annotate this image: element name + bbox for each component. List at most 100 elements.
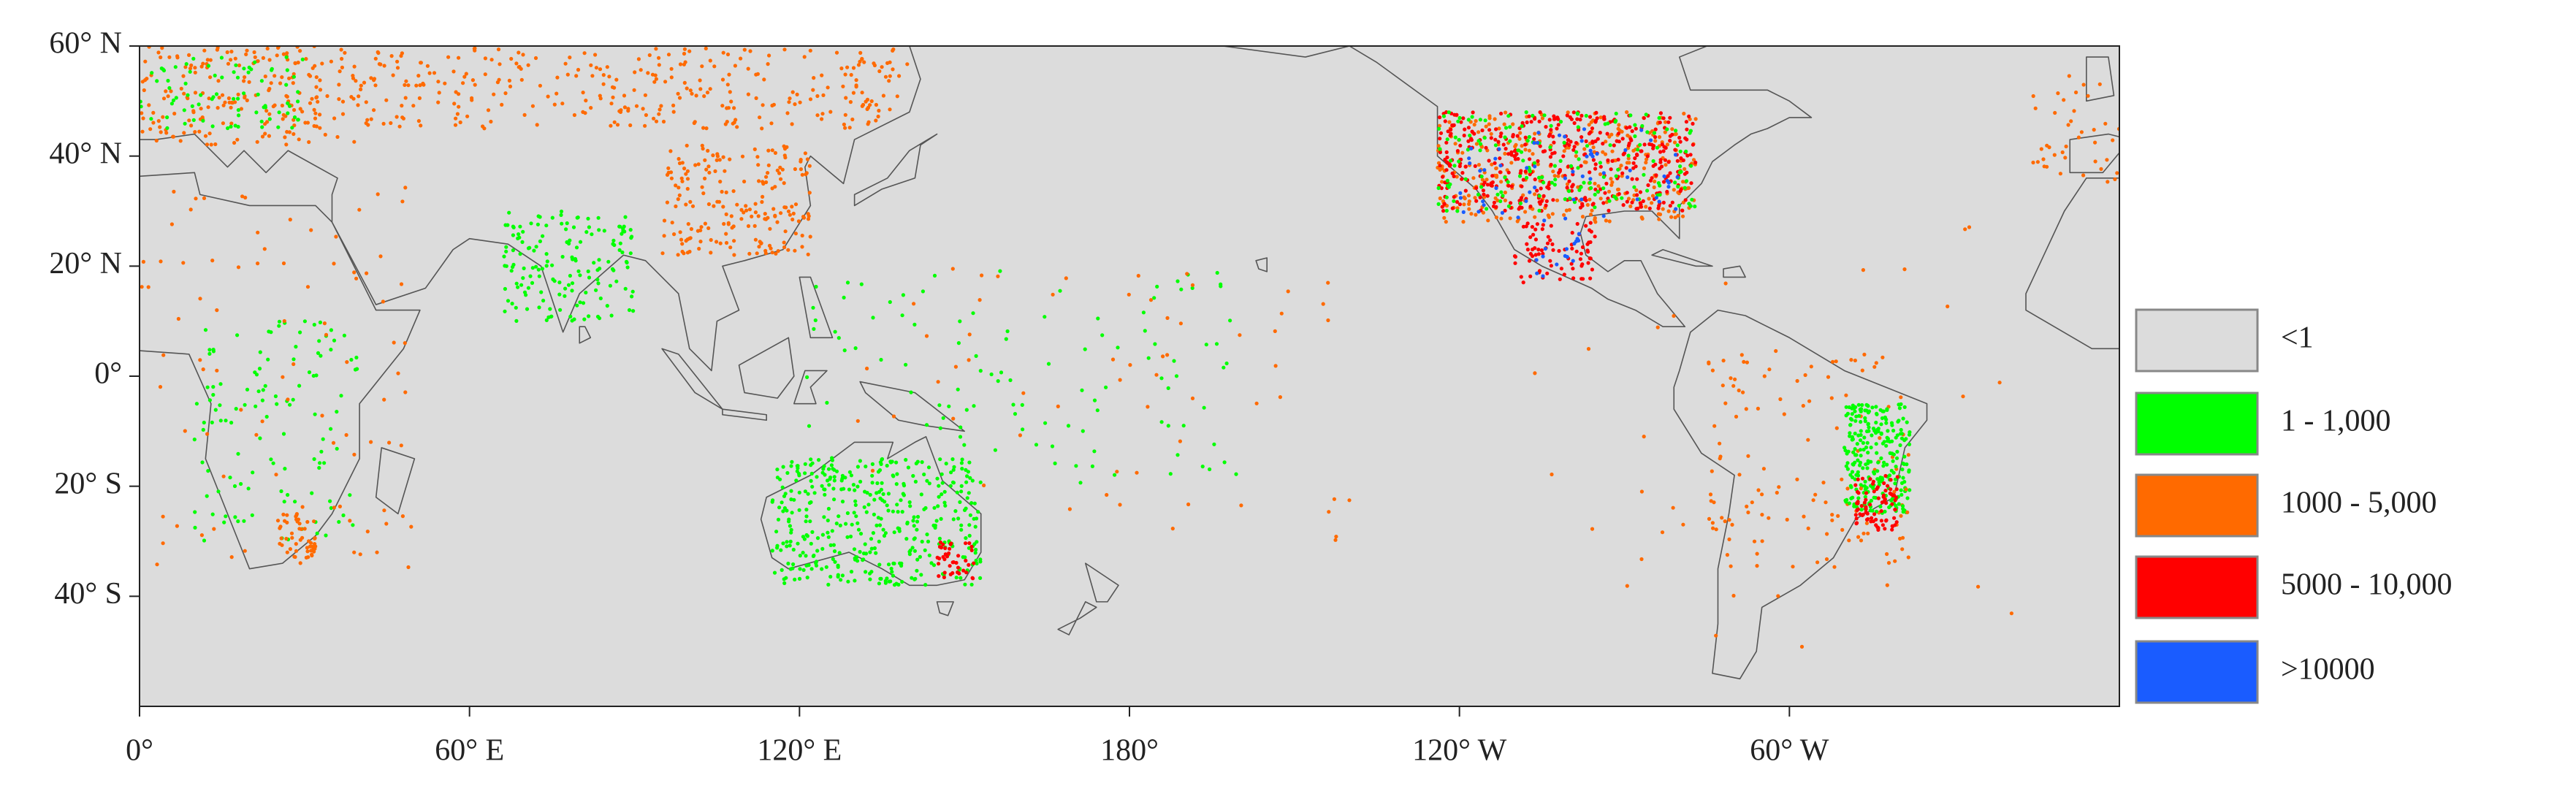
density-dot <box>937 484 941 488</box>
legend-label: <1 <box>2281 321 2314 355</box>
density-dot <box>1791 565 1795 569</box>
density-dot <box>869 537 874 541</box>
density-dot <box>1881 409 1886 413</box>
density-dot <box>1561 154 1566 159</box>
density-dot <box>1503 208 1507 213</box>
density-dot <box>1895 449 1899 454</box>
density-dot <box>166 94 170 99</box>
density-dot <box>1865 440 1870 445</box>
density-dot <box>457 92 461 96</box>
density-dot <box>260 125 264 129</box>
density-dot <box>1745 360 1749 364</box>
density-dot <box>521 276 525 280</box>
density-dot <box>1635 197 1639 202</box>
density-dot <box>1523 142 1528 147</box>
density-dot <box>1456 119 1460 123</box>
density-dot <box>851 66 856 70</box>
density-dot <box>1811 498 1815 503</box>
density-dot <box>161 68 167 73</box>
density-dot <box>197 102 201 107</box>
density-dot <box>568 238 572 243</box>
density-dot <box>1601 201 1606 205</box>
density-dot <box>1672 313 1676 318</box>
density-dot <box>540 267 545 271</box>
density-dot <box>793 232 798 236</box>
density-dot <box>214 92 219 96</box>
density-dot <box>978 298 982 302</box>
density-dot <box>2076 135 2081 140</box>
density-dot <box>193 130 197 134</box>
density-dot <box>1547 118 1552 122</box>
density-dot <box>1897 406 1902 411</box>
density-dot <box>187 118 191 123</box>
density-dot <box>830 458 834 462</box>
density-dot <box>1484 145 1488 150</box>
density-dot <box>517 50 521 55</box>
density-dot <box>919 492 923 497</box>
density-dot <box>1737 473 1742 477</box>
density-dot <box>584 99 588 103</box>
density-dot <box>1609 177 1613 181</box>
density-dot <box>967 533 972 538</box>
density-dot <box>697 246 701 251</box>
density-dot <box>842 122 846 126</box>
density-dot <box>806 217 811 221</box>
density-dot <box>1881 464 1886 468</box>
density-dot <box>1868 477 1872 481</box>
density-dot <box>320 413 324 418</box>
density-dot <box>1476 192 1481 196</box>
density-dot <box>1614 174 1618 178</box>
density-dot <box>1760 539 1764 543</box>
density-dot <box>1202 405 1206 410</box>
density-dot <box>1890 527 1894 532</box>
density-dot <box>1444 140 1449 145</box>
density-dot <box>1212 442 1216 446</box>
density-dot <box>1574 249 1579 253</box>
density-dot <box>1444 160 1449 164</box>
density-dot <box>1831 359 1835 364</box>
density-dot <box>788 524 792 528</box>
density-dot <box>1208 467 1212 472</box>
density-dot <box>545 259 549 264</box>
lat-tick-label: 20° N <box>49 247 122 280</box>
density-dot <box>581 301 586 305</box>
density-dot <box>369 440 373 444</box>
density-dot <box>1508 216 1512 221</box>
density-dot <box>790 205 794 209</box>
density-dot <box>1541 251 1545 256</box>
density-dot <box>305 121 310 125</box>
density-dot <box>1347 498 1352 503</box>
density-dot <box>291 75 296 79</box>
density-dot <box>1878 504 1883 509</box>
density-dot <box>756 214 761 218</box>
lat-tick-label: 40° S <box>54 577 122 611</box>
density-dot <box>158 125 162 129</box>
density-dot <box>1286 289 1290 294</box>
density-dot <box>779 211 783 215</box>
density-dot <box>724 232 728 236</box>
density-dot <box>923 548 927 552</box>
density-dot <box>1461 116 1466 121</box>
density-dot <box>864 551 869 556</box>
density-dot <box>1671 505 1675 510</box>
density-dot <box>800 233 804 238</box>
density-dot <box>229 105 233 110</box>
density-dot <box>929 561 934 565</box>
density-dot <box>1512 254 1517 259</box>
density-dot <box>1557 133 1562 137</box>
density-dot <box>256 92 260 96</box>
density-dot <box>269 81 273 85</box>
density-dot <box>203 328 208 332</box>
density-dot <box>568 273 573 278</box>
density-dot <box>920 460 924 465</box>
density-dot <box>685 86 689 91</box>
density-dot <box>913 479 918 484</box>
density-dot <box>794 478 799 483</box>
density-dot <box>1614 111 1618 116</box>
density-dot <box>1457 137 1461 142</box>
density-dot <box>536 222 541 226</box>
density-dot <box>828 574 833 579</box>
density-dot <box>826 518 830 523</box>
density-dot <box>685 169 690 173</box>
